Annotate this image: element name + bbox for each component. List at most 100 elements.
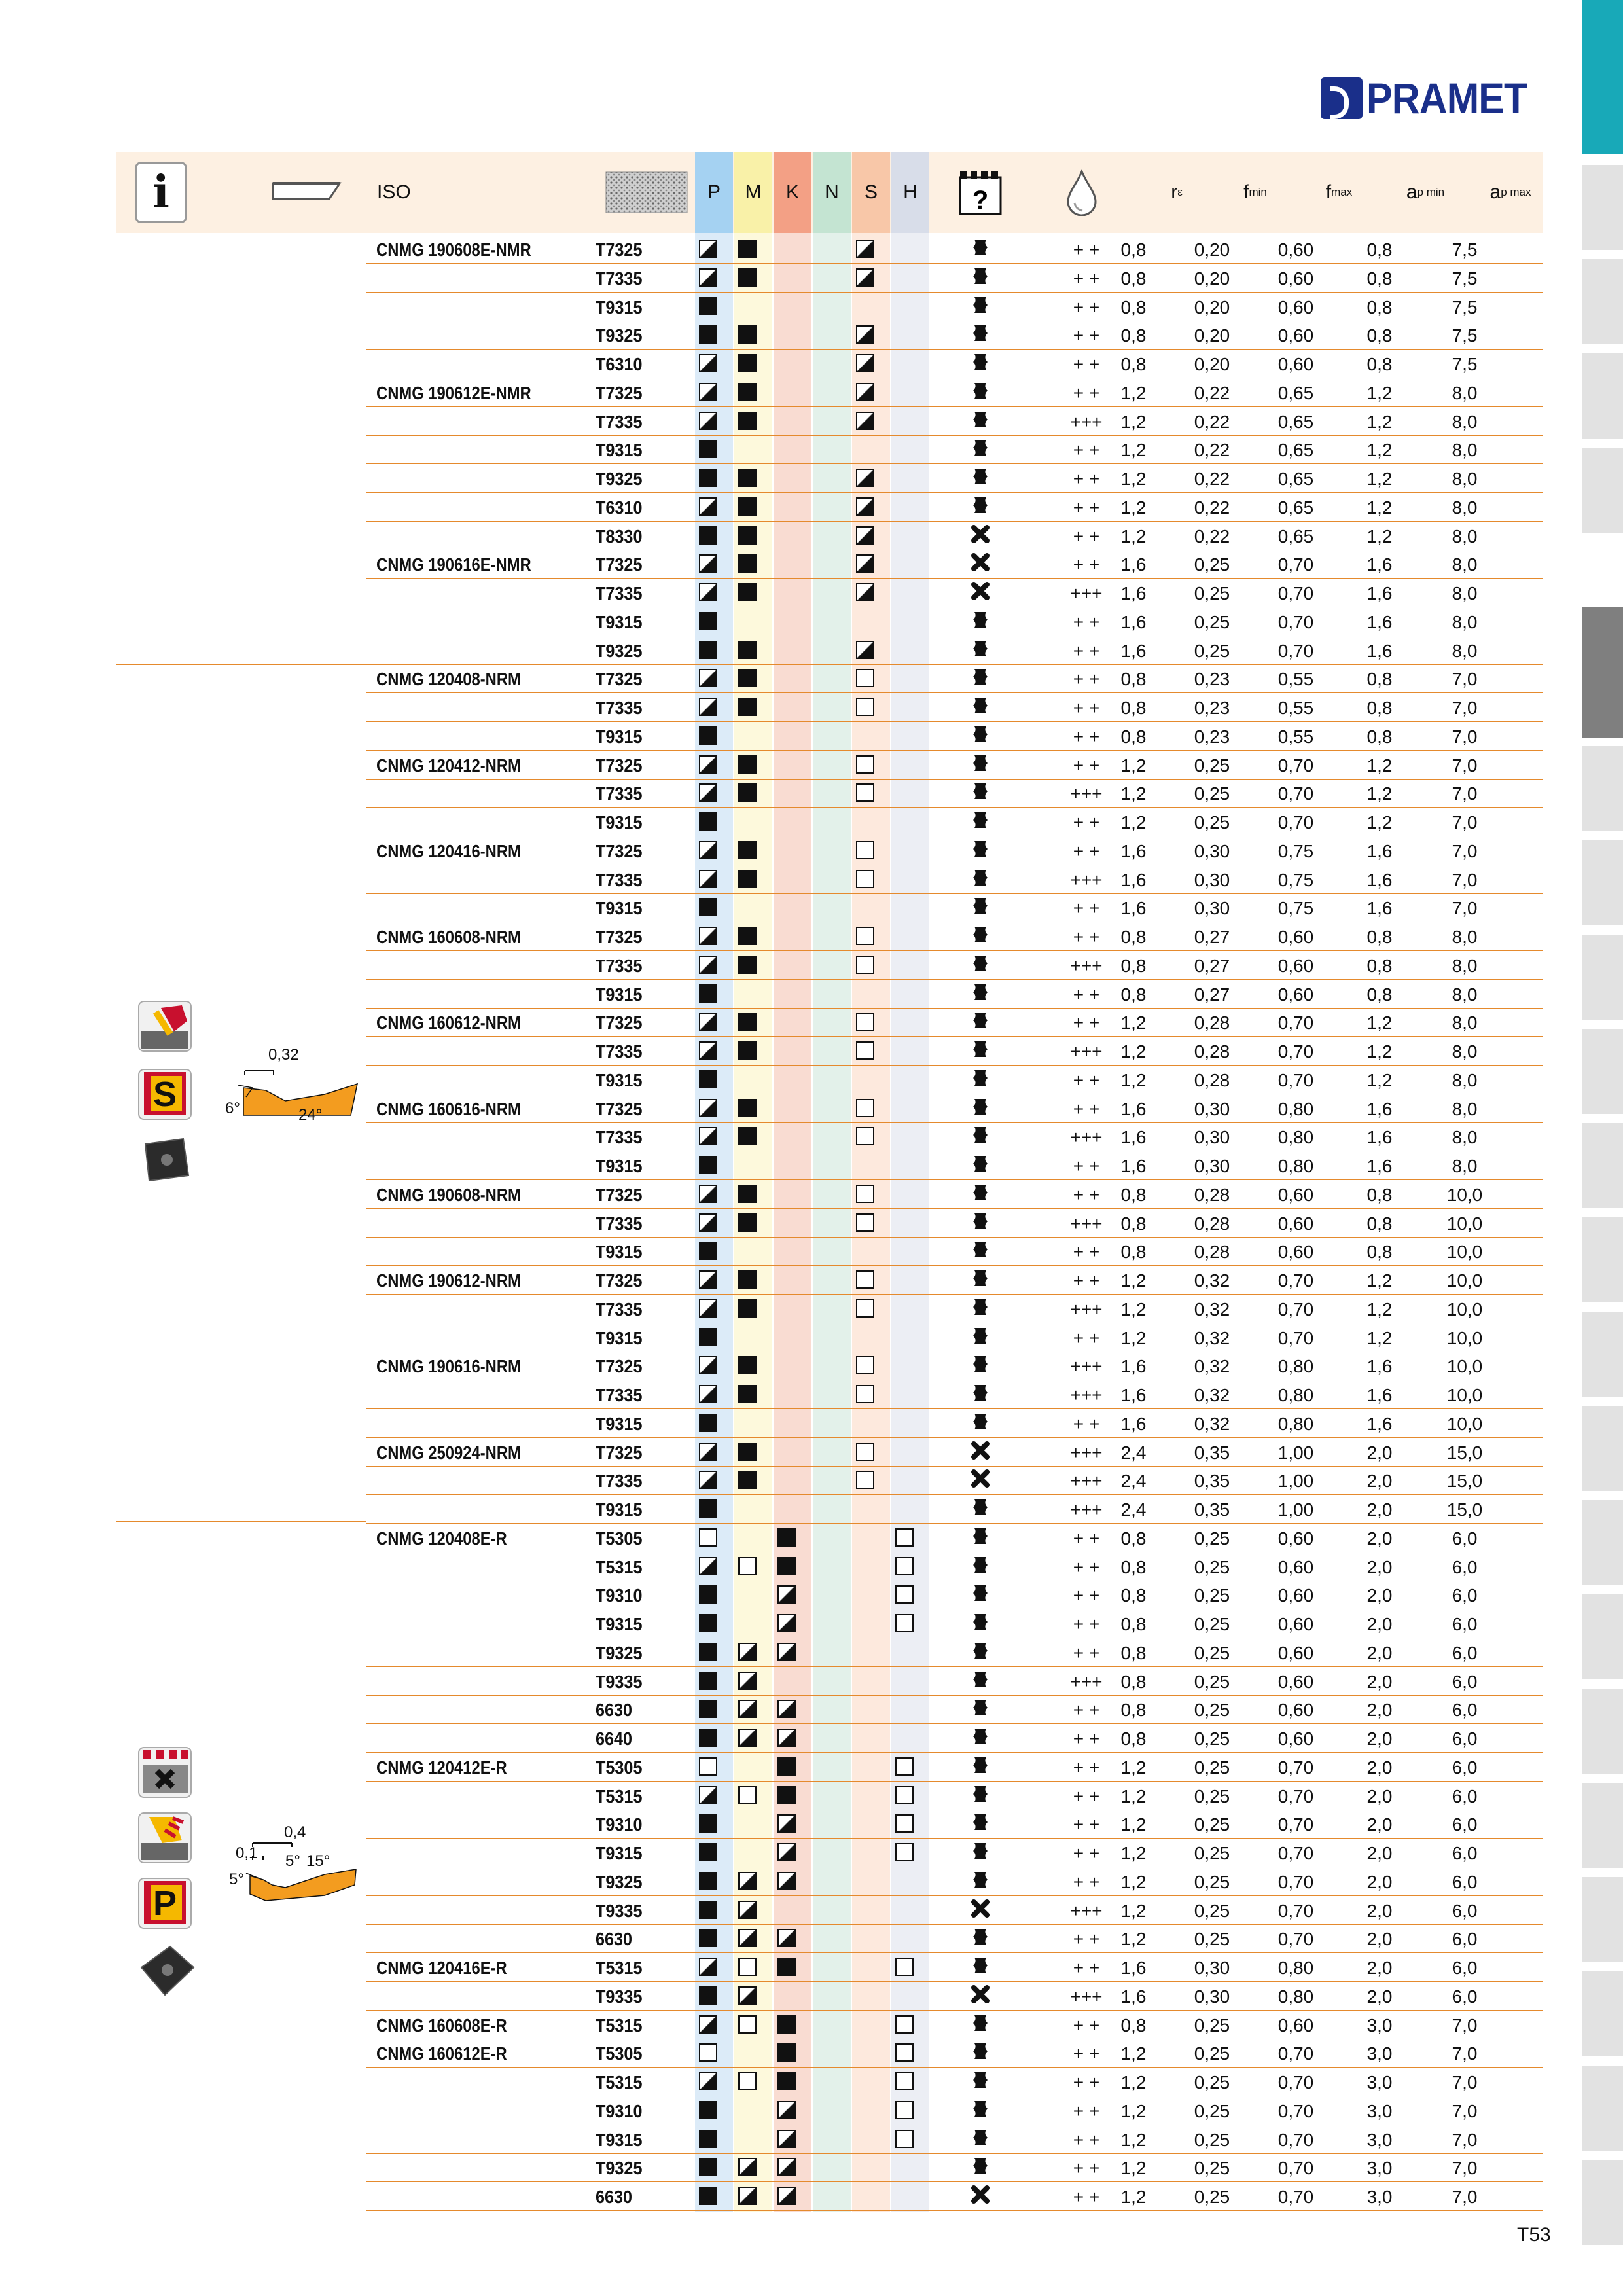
header-group-h: H [891, 152, 929, 233]
value-apmin: 2,0 [1366, 1471, 1393, 1492]
coolant-rating: + + [1073, 1700, 1100, 1721]
suitability-k-secondary [777, 1585, 796, 1604]
table-row: T9335 +++ 1,2 0,25 0,70 2,0 6,0 [366, 1895, 1543, 1925]
value-apmax: 8,0 [1452, 440, 1478, 461]
coolant-rating: + + [1073, 1843, 1100, 1863]
suitability-m-primary [738, 840, 757, 859]
value-apmax: 6,0 [1452, 1785, 1478, 1806]
value-apmax: 6,0 [1452, 1528, 1478, 1549]
value-rc: 1,6 [1120, 840, 1147, 861]
suitability-s-possible [856, 783, 874, 802]
suitability-m-secondary [738, 1671, 757, 1690]
value-fmax: 0,70 [1277, 812, 1314, 833]
iso-code: CNMG 160608-NRM [376, 927, 521, 947]
value-fmax: 0,65 [1277, 440, 1314, 461]
stability-b-icon [969, 1870, 991, 1893]
chapter-tab [1582, 2160, 1623, 2245]
suitability-p-secondary [699, 2072, 717, 2090]
value-apmax: 10,0 [1446, 1413, 1483, 1434]
stability-b-icon [969, 1097, 991, 1121]
coolant-rating: + + [1073, 2015, 1100, 2036]
info-icon[interactable]: i [135, 152, 187, 233]
grade: T9315 [596, 1499, 643, 1520]
value-fmax: 0,60 [1277, 2015, 1314, 2036]
value-fmin: 0,25 [1194, 1900, 1230, 1921]
value-apmax: 6,0 [1452, 1729, 1478, 1749]
suitability-s-possible [856, 1385, 874, 1403]
suitability-s-possible [856, 698, 874, 716]
suitability-m-possible [738, 2072, 757, 2090]
value-fmax: 0,80 [1277, 1385, 1314, 1405]
value-rc: 0,8 [1120, 296, 1147, 317]
value-fmin: 0,30 [1194, 1127, 1230, 1148]
coolant-rating: + + [1073, 497, 1100, 518]
value-rc: 1,2 [1120, 1270, 1147, 1291]
value-apmin: 1,6 [1366, 840, 1393, 861]
nrm-angle-rake: 24° [298, 1106, 323, 1124]
value-fmax: 0,70 [1277, 2187, 1314, 2207]
value-fmin: 0,27 [1194, 927, 1230, 947]
suitability-p-secondary [699, 869, 717, 888]
suitability-s-secondary [856, 526, 874, 545]
value-rc: 0,8 [1120, 1242, 1147, 1263]
suitability-p-primary [699, 1843, 717, 1861]
value-fmin: 0,28 [1194, 1242, 1230, 1263]
value-apmin: 0,8 [1366, 1213, 1393, 1234]
value-rc: 2,4 [1120, 1499, 1147, 1520]
value-fmax: 0,70 [1277, 1785, 1314, 1806]
value-fmax: 0,60 [1277, 984, 1314, 1005]
value-apmin: 0,8 [1366, 669, 1393, 690]
suitability-p-primary [699, 1499, 717, 1518]
value-fmin: 0,20 [1194, 296, 1230, 317]
suitability-p-primary [699, 1929, 717, 1948]
grade: T7335 [596, 1385, 643, 1405]
value-rc: 1,2 [1120, 1069, 1147, 1090]
header-apmax-sub: p max [1501, 186, 1531, 198]
value-apmax: 6,0 [1452, 1814, 1478, 1835]
value-fmin: 0,25 [1194, 2158, 1230, 2179]
value-rc: 0,8 [1120, 955, 1147, 976]
value-rc: 0,8 [1120, 698, 1147, 718]
value-apmin: 1,6 [1366, 554, 1393, 575]
value-fmin: 0,25 [1194, 1671, 1230, 1692]
stability-b-icon [969, 1268, 991, 1292]
stability-b-icon [969, 2041, 991, 2065]
grade: T9315 [596, 726, 643, 747]
stability-b-icon [969, 467, 991, 490]
coolant-rating: + + [1073, 2072, 1100, 2092]
coolant-rating: + + [1073, 1585, 1100, 1606]
table-row: T5315 + + 1,2 0,25 0,70 2,0 6,0 [366, 1781, 1543, 1810]
value-apmax: 10,0 [1446, 1213, 1483, 1234]
value-fmin: 0,22 [1194, 526, 1230, 547]
coolant-rating: + + [1073, 1958, 1100, 1978]
band-h [891, 152, 929, 2212]
suitability-p-primary [699, 1700, 717, 1719]
value-fmin: 0,28 [1194, 1041, 1230, 1062]
value-fmin: 0,22 [1194, 411, 1230, 432]
grade: T7325 [596, 1184, 643, 1205]
suitability-p-possible [699, 2043, 717, 2062]
grade: T7325 [596, 1013, 643, 1033]
value-rc: 1,6 [1120, 869, 1147, 890]
suitability-s-possible [856, 840, 874, 859]
value-apmin: 2,0 [1366, 1729, 1393, 1749]
value-apmax: 7,0 [1452, 2072, 1478, 2092]
suitability-p-secondary [699, 1442, 717, 1461]
suitability-k-primary [777, 1757, 796, 1776]
value-apmax: 15,0 [1446, 1471, 1483, 1492]
coolant-rating: + + [1073, 240, 1100, 260]
value-apmax: 8,0 [1452, 1013, 1478, 1033]
coolant-rating: + + [1073, 296, 1100, 317]
suitability-m-primary [738, 1013, 757, 1031]
stability-b-icon [969, 1698, 991, 1721]
r-angle-a2: 5° [285, 1852, 300, 1870]
coolant-rating: +++ [1070, 1213, 1103, 1234]
suitability-p-secondary [699, 698, 717, 716]
value-apmin: 0,8 [1366, 955, 1393, 976]
stability-b-icon [969, 1841, 991, 1865]
suitability-k-primary [777, 1528, 796, 1547]
stability-x-icon [969, 524, 991, 548]
value-apmin: 1,2 [1366, 783, 1393, 804]
